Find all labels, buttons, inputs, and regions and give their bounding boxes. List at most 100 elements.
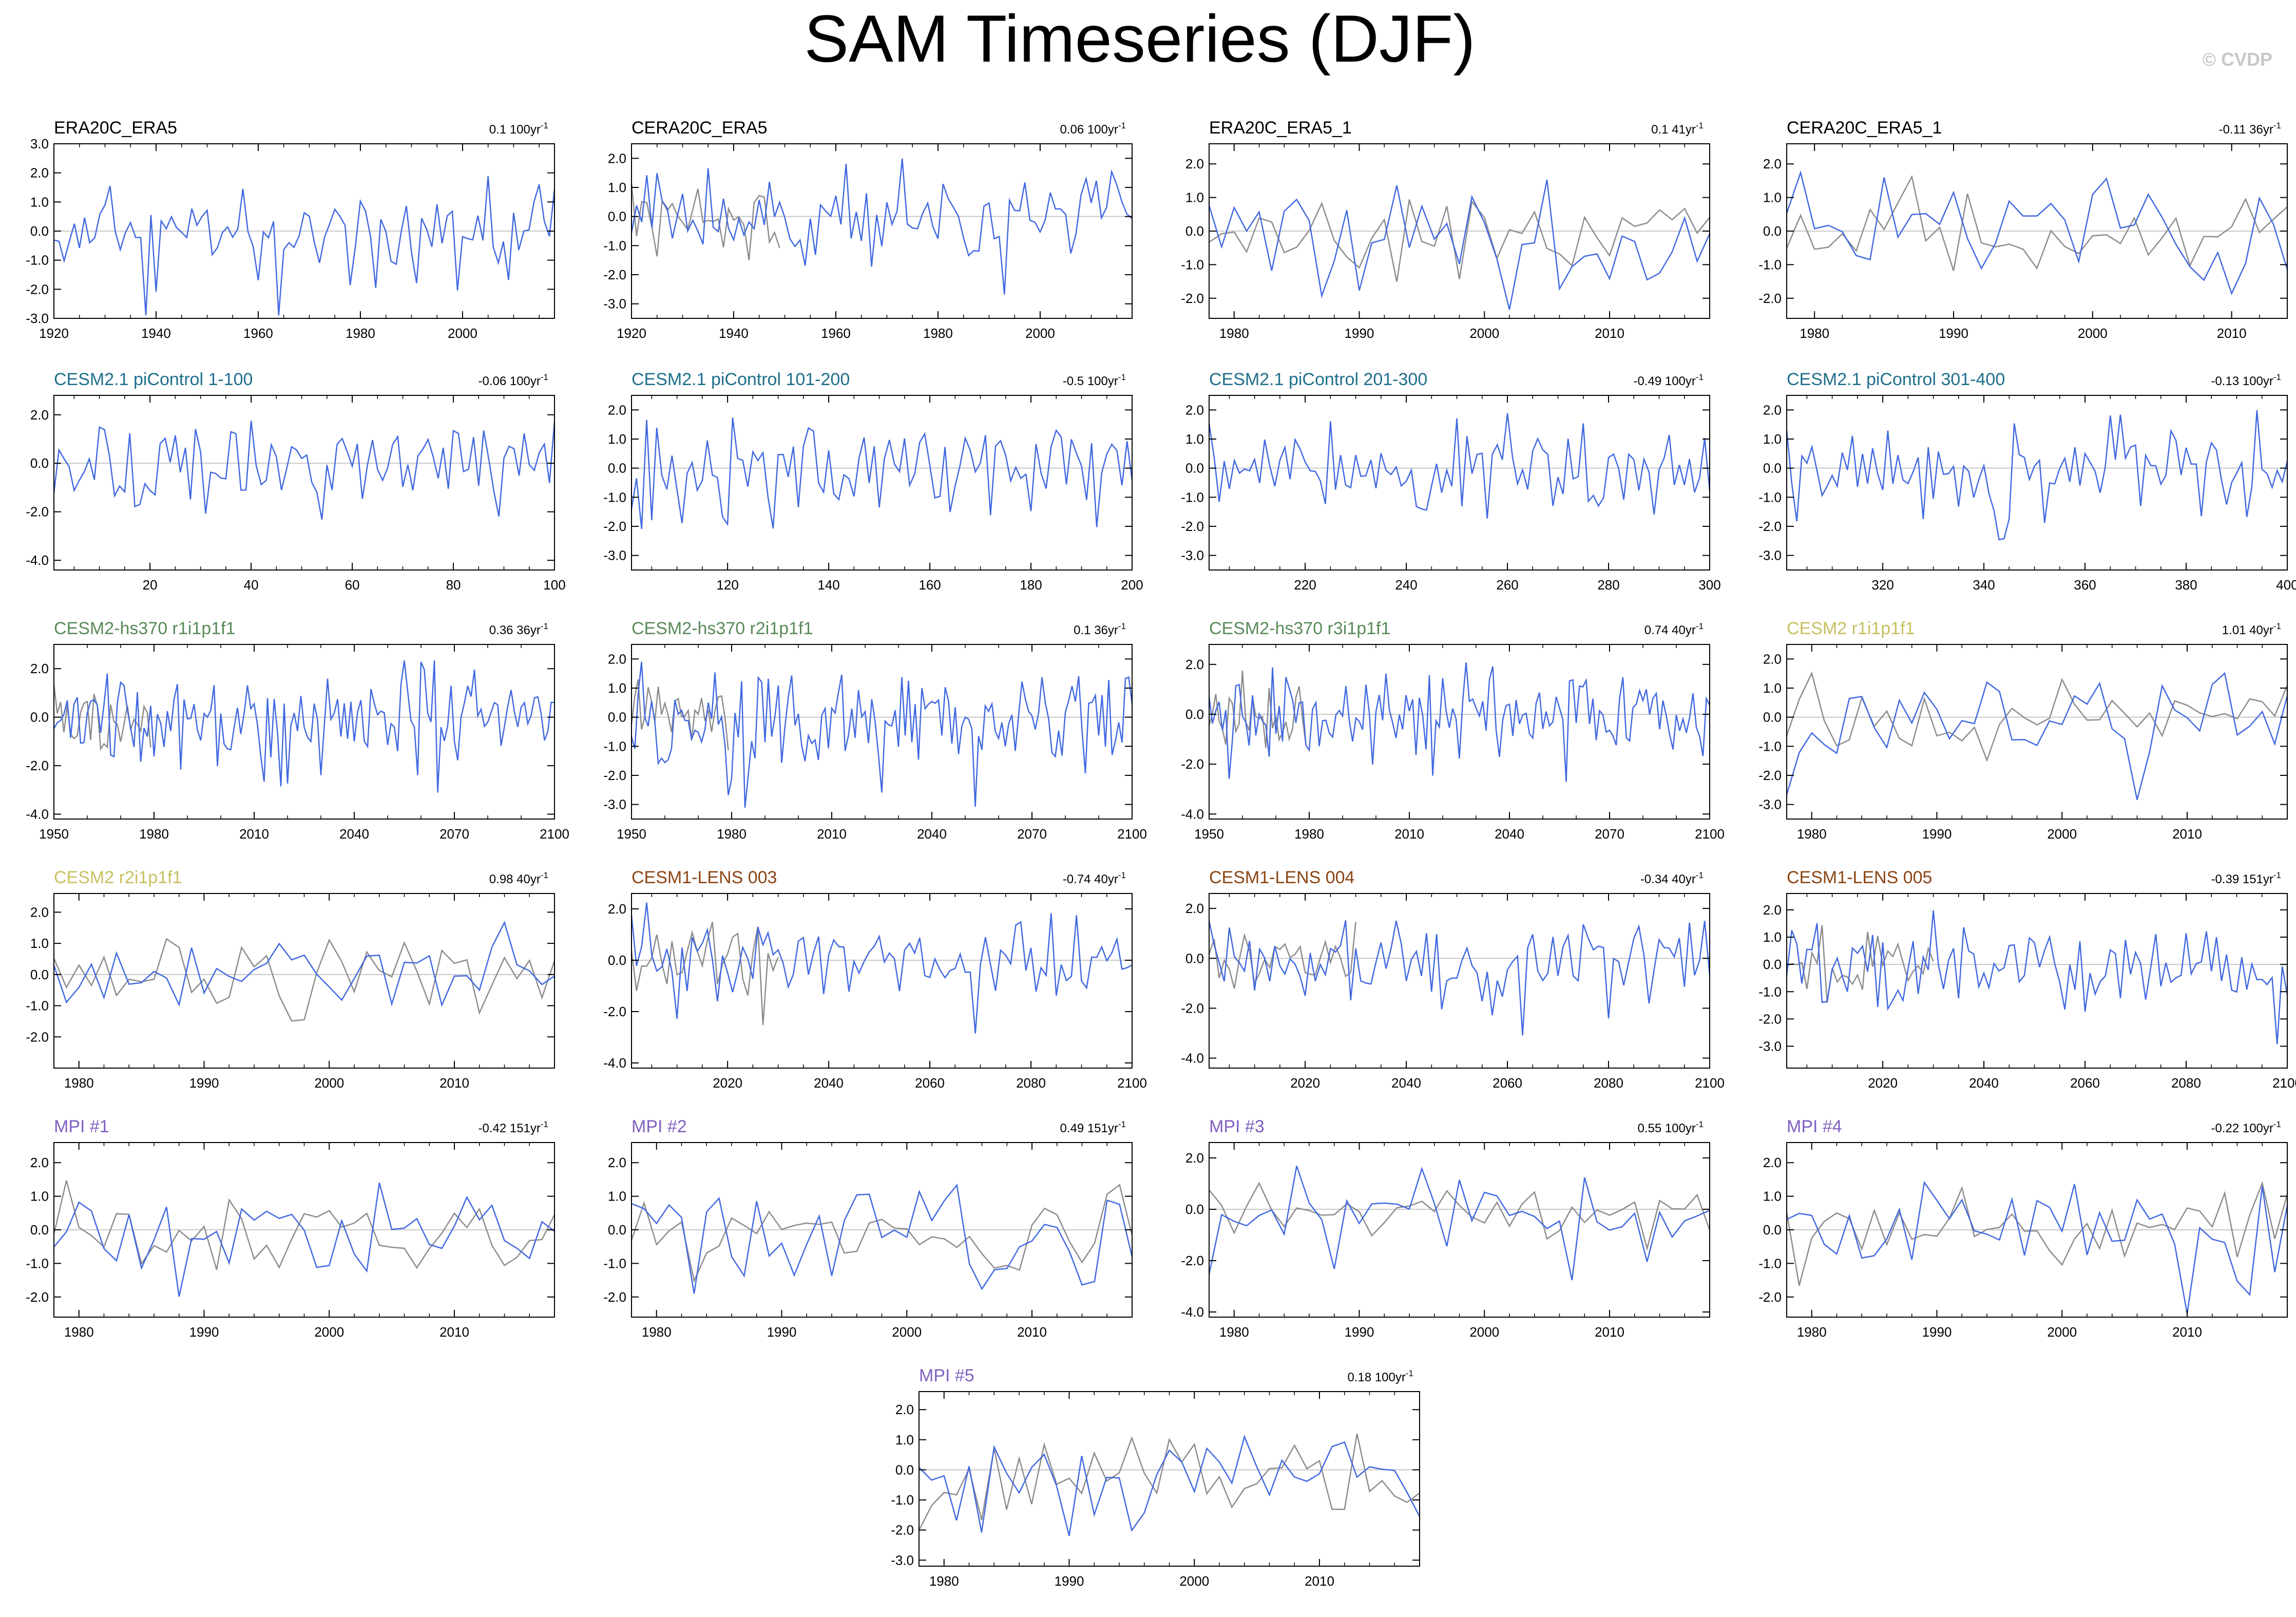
y-tick-label: -2.0 — [603, 1004, 626, 1019]
y-tick-label: -2.0 — [26, 1289, 49, 1305]
trend-exponent: -1 — [541, 1119, 548, 1129]
panel-trend-label: 0.36 36yr-1 — [489, 621, 548, 637]
panel-trend-label: -0.39 151yr-1 — [2211, 870, 2281, 886]
panel-title: CESM1-LENS 005 — [1787, 868, 1932, 887]
y-tick-label: 3.0 — [30, 136, 49, 151]
model-series-line — [1208, 1166, 1710, 1281]
panel-trend-label: 0.55 100yr-1 — [1637, 1119, 1704, 1135]
x-tick-label: 1980 — [1797, 1324, 1827, 1340]
y-tick-label: 0.0 — [1763, 1222, 1782, 1238]
y-tick-label: 1.0 — [608, 1189, 626, 1204]
x-tick-label: 1990 — [1922, 826, 1952, 842]
x-tick-label: 1960 — [243, 326, 273, 341]
panel-title: CESM2 r1i1p1f1 — [1787, 619, 1915, 638]
x-tick-label: 1920 — [617, 326, 646, 341]
y-tick-label: 0.0 — [1185, 707, 1204, 722]
trend-exponent: -1 — [541, 870, 548, 880]
model-series-line — [53, 660, 554, 793]
y-tick-label: -4.0 — [1181, 806, 1204, 822]
y-tick-label: -2.0 — [26, 504, 49, 520]
reference-series-line — [630, 183, 780, 260]
panel-title: MPI #4 — [1787, 1117, 1842, 1136]
reference-series-line — [53, 1180, 556, 1270]
y-tick-label: 2.0 — [1763, 902, 1782, 918]
panel-trend-label: 0.1 36yr-1 — [1074, 621, 1126, 637]
x-tick-label: 2000 — [892, 1324, 922, 1340]
chart-panel-p5: CESM2.1 piControl 1-100 -0.06 100yr-1 -4.0… — [26, 370, 566, 593]
y-tick-label: -1.0 — [26, 253, 49, 268]
panel-title: CESM1-LENS 003 — [632, 868, 777, 887]
plot-frame — [1209, 395, 1710, 570]
trend-exponent: -1 — [1696, 621, 1704, 631]
x-tick-label: 2000 — [2047, 826, 2077, 842]
model-series-line — [1208, 413, 1711, 519]
plot-frame — [1209, 893, 1710, 1069]
x-tick-label: 1980 — [64, 1075, 94, 1091]
x-tick-label: 400 — [2276, 577, 2296, 593]
cvdp-watermark: © CVDP — [2202, 49, 2272, 70]
trend-exponent: -1 — [1118, 870, 1126, 880]
x-tick-label: 2060 — [1493, 1075, 1522, 1091]
panel-trend-label: -0.74 40yr-1 — [1063, 870, 1126, 886]
panel-grid: ERA20C_ERA5 0.1 100yr-1 -3.0 -2.0 -1.0 0.0 1.0… — [26, 118, 2296, 1589]
x-tick-label: 300 — [1698, 577, 1720, 593]
x-tick-label: 100 — [543, 577, 565, 593]
model-series-line — [1786, 672, 2288, 800]
chart-panel-p20: MPI #4 -0.22 100yr-1 -2.0 -1.0 0.0 1.0 2.0 1980… — [1758, 1117, 2288, 1340]
x-tick-label: 2000 — [1179, 1573, 1209, 1589]
y-tick-label: 2.0 — [608, 1155, 626, 1170]
chart-panel-p13: CESM2 r2i1p1f1 0.98 40yr-1 -2.0 -1.0 0.0 1.0 2… — [26, 868, 556, 1091]
trend-exponent: -1 — [2273, 621, 2281, 631]
plot-frame — [631, 143, 1133, 319]
y-tick-label: 2.0 — [895, 1402, 914, 1417]
chart-panel-p18: MPI #2 0.49 151yr-1 -2.0 -1.0 0.0 1.0 2.0 1980 1… — [603, 1117, 1133, 1340]
x-tick-label: 2080 — [1594, 1075, 1623, 1091]
trend-exponent: -1 — [1118, 372, 1126, 382]
panel-title: MPI #2 — [632, 1117, 687, 1136]
x-tick-label: 2010 — [439, 1324, 469, 1340]
y-tick-label: 2.0 — [30, 661, 49, 676]
y-tick-label: 0.0 — [30, 223, 49, 239]
y-tick-label: 2.0 — [1185, 1150, 1204, 1166]
y-tick-label: -1.0 — [1758, 257, 1782, 272]
x-tick-label: 1980 — [1797, 826, 1827, 842]
panel-title: CERA20C_ERA5 — [632, 118, 768, 138]
x-tick-label: 2000 — [2047, 1324, 2077, 1340]
trend-exponent: -1 — [1118, 121, 1126, 130]
plot-frame — [53, 893, 555, 1069]
chart-panel-p21: MPI #5 0.18 100yr-1 -3.0 -2.0 -1.0 0.0 1.0 2.0 1… — [891, 1366, 1421, 1589]
x-tick-label: 1940 — [719, 326, 749, 341]
y-tick-label: 1.0 — [1763, 190, 1782, 205]
y-tick-label: 0.0 — [608, 1222, 626, 1238]
x-tick-label: 2020 — [1868, 1075, 1898, 1091]
reference-series-line — [1786, 1181, 2288, 1286]
y-tick-label: -1.0 — [26, 1255, 49, 1271]
y-tick-label: -2.0 — [603, 1289, 626, 1305]
x-tick-label: 2080 — [2171, 1075, 2201, 1091]
y-tick-label: 2.0 — [1185, 657, 1204, 672]
x-tick-label: 1990 — [1055, 1573, 1084, 1589]
y-tick-label: -1.0 — [603, 489, 626, 505]
x-tick-label: 1950 — [1194, 826, 1224, 842]
y-tick-label: 2.0 — [30, 904, 49, 920]
trend-exponent: -1 — [1118, 621, 1126, 631]
panel-title: CESM1-LENS 004 — [1209, 868, 1354, 887]
y-tick-label: 0.0 — [608, 710, 626, 725]
y-tick-label: 2.0 — [1763, 156, 1782, 172]
x-tick-label: 2000 — [314, 1324, 344, 1340]
model-series-line — [919, 1435, 1421, 1536]
model-series-line — [1208, 920, 1711, 1036]
y-tick-label: 0.0 — [1185, 223, 1204, 239]
model-series-line — [53, 176, 556, 316]
panel-title: CESM2-hs370 r3i1p1f1 — [1209, 619, 1390, 638]
chart-panel-p16: CESM1-LENS 005 -0.39 151yr-1 -3.0 -2.0 -1.0 0… — [1758, 868, 2296, 1091]
y-tick-label: 2.0 — [1763, 1155, 1782, 1170]
reference-series-line — [1208, 670, 1307, 748]
x-tick-label: 40 — [244, 577, 259, 593]
chart-panel-p10: CESM2-hs370 r2i1p1f1 0.1 36yr-1 -3.0 -2.0 -1… — [603, 619, 1147, 842]
trend-exponent: -1 — [541, 372, 548, 382]
x-tick-label: 1980 — [346, 326, 375, 341]
y-tick-label: -2.0 — [1181, 291, 1204, 306]
x-tick-label: 2020 — [713, 1075, 742, 1091]
x-tick-label: 2040 — [1391, 1075, 1421, 1091]
